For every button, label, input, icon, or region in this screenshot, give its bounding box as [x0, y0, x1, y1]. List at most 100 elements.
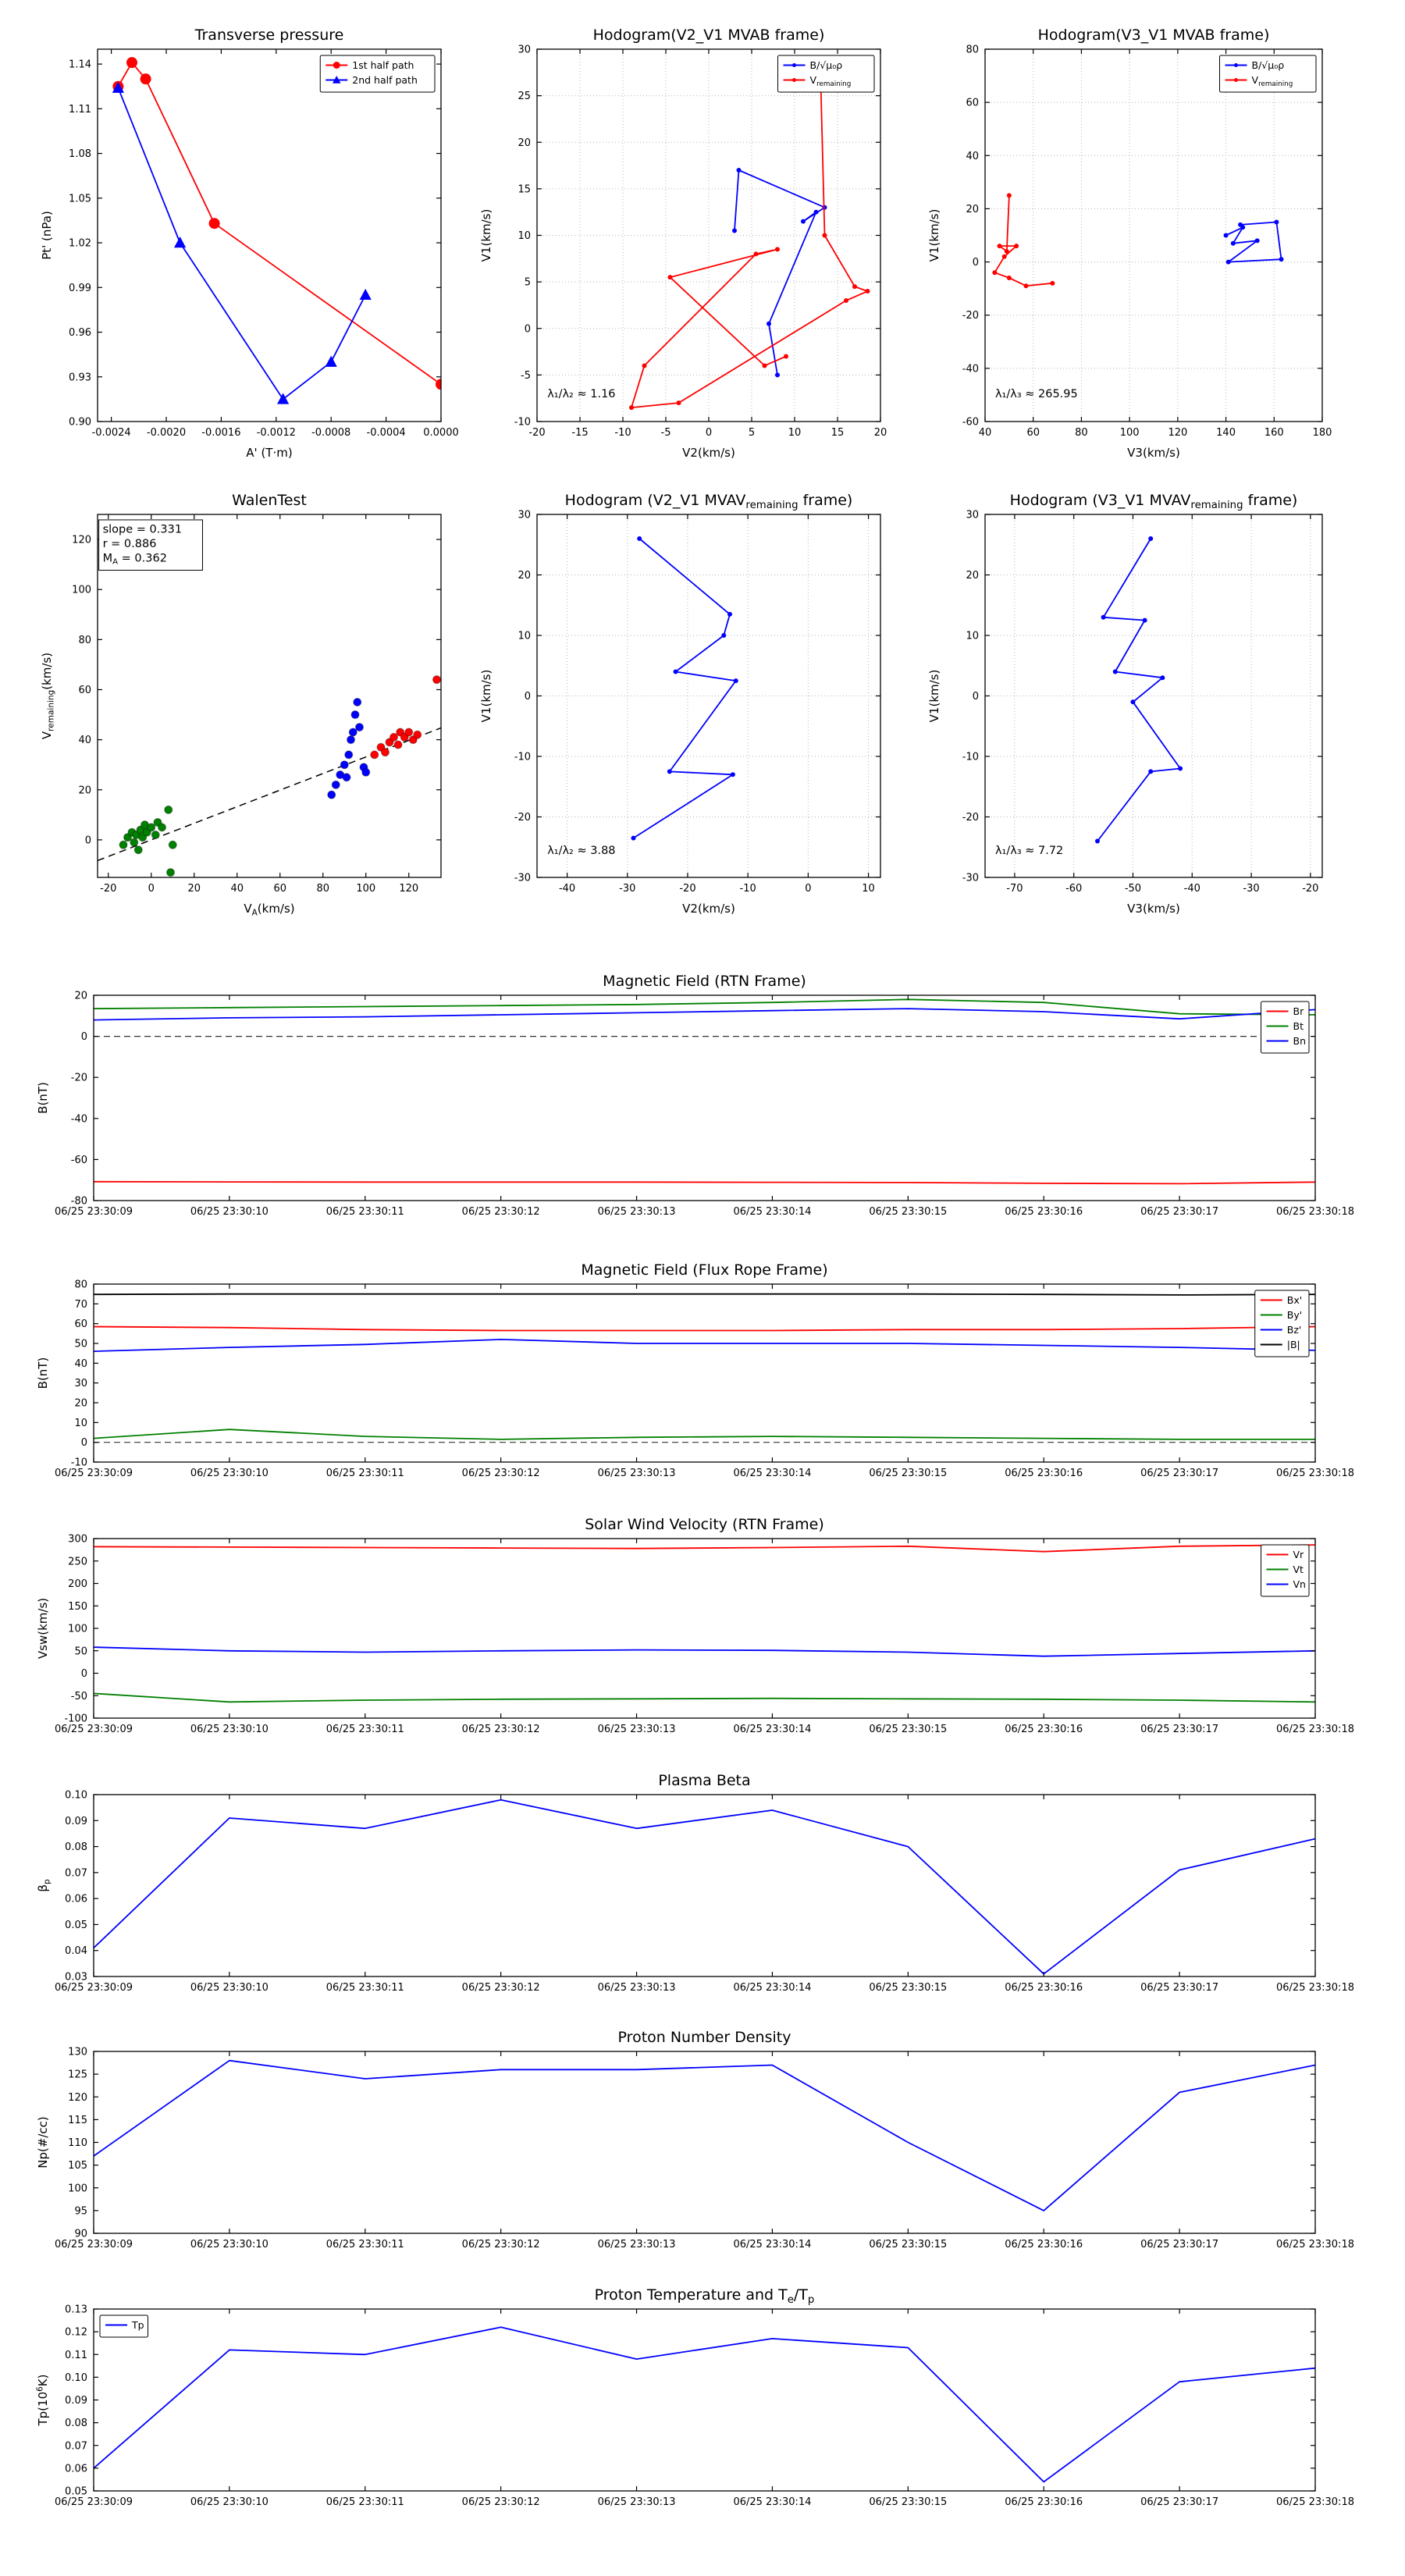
svg-text:0.10: 0.10 — [65, 1790, 87, 1802]
axes-frame — [97, 48, 442, 422]
svg-text:|B|: |B| — [1287, 1339, 1300, 1350]
svg-text:20: 20 — [187, 883, 201, 895]
svg-text:06/25 23:30:10: 06/25 23:30:10 — [190, 2496, 269, 2508]
svg-text:-60: -60 — [71, 1155, 87, 1166]
svg-text:100: 100 — [1120, 427, 1140, 439]
svg-text:-80: -80 — [71, 1196, 87, 1208]
annotation: λ₁/λ₂ ≈ 3.88 — [547, 845, 615, 857]
svg-text:0: 0 — [805, 883, 811, 895]
series-v-remaining — [629, 65, 870, 411]
chart-svg-mag-rtn: 06/25 23:30:09 06/25 23:30:10 06/25 23:30:… — [36, 973, 1354, 1218]
svg-text:-50: -50 — [1125, 883, 1141, 895]
svg-text:110: 110 — [68, 2137, 87, 2149]
x-axis-label: V2(km/s) — [682, 446, 735, 460]
svg-text:-0.0008: -0.0008 — [311, 427, 350, 439]
svg-text:0: 0 — [81, 1437, 87, 1449]
svg-text:06/25 23:30:11: 06/25 23:30:11 — [326, 2239, 404, 2250]
svg-text:06/25 23:30:17: 06/25 23:30:17 — [1140, 1982, 1218, 1994]
series-v-remaining-path — [1095, 536, 1183, 844]
svg-text:B/√μ₀ρ: B/√μ₀ρ — [810, 59, 843, 71]
svg-text:λ₁/λ₂ ≈ 1.16: λ₁/λ₂ ≈ 1.16 — [547, 388, 615, 400]
x-axis-label: V2(km/s) — [682, 902, 735, 916]
x-axis-label: V3(km/s) — [1127, 902, 1180, 916]
svg-text:0.93: 0.93 — [69, 372, 91, 383]
svg-text:06/25 23:30:15: 06/25 23:30:15 — [869, 2239, 947, 2250]
svg-text:20: 20 — [874, 427, 887, 439]
svg-text:06/25 23:30:12: 06/25 23:30:12 — [462, 1206, 540, 1218]
svg-text:25: 25 — [518, 91, 531, 102]
svg-text:0.96: 0.96 — [69, 327, 91, 339]
svg-text:20: 20 — [966, 570, 979, 582]
series-np — [94, 2059, 1315, 2211]
svg-text:-30: -30 — [619, 883, 635, 895]
svg-text:30: 30 — [518, 44, 531, 56]
series-last-interval-points — [370, 675, 441, 760]
svg-text:40: 40 — [979, 427, 992, 439]
svg-text:06/25 23:30:10: 06/25 23:30:10 — [190, 2239, 269, 2250]
svg-text:120: 120 — [72, 535, 91, 546]
y-axis-label: B(nT) — [36, 1357, 50, 1389]
svg-text:06/25 23:30:14: 06/25 23:30:14 — [733, 1206, 811, 1218]
svg-text:80: 80 — [966, 44, 979, 56]
axes-frame — [93, 1794, 1316, 1977]
svg-text:06/25 23:30:15: 06/25 23:30:15 — [869, 1468, 947, 1479]
svg-text:06/25 23:30:13: 06/25 23:30:13 — [598, 2239, 676, 2250]
svg-text:06/25 23:30:18: 06/25 23:30:18 — [1276, 1206, 1354, 1218]
svg-text:06/25 23:30:15: 06/25 23:30:15 — [869, 1206, 947, 1218]
svg-text:MA​ = 0.362: MA​ = 0.362 — [103, 552, 167, 566]
svg-text:06/25 23:30:16: 06/25 23:30:16 — [1005, 1468, 1083, 1479]
svg-text:-20: -20 — [679, 883, 695, 895]
svg-text:-10: -10 — [514, 752, 531, 763]
svg-text:06/25 23:30:15: 06/25 23:30:15 — [869, 1724, 947, 1735]
annotation: λ₁/λ₃ ≈ 7.72 — [995, 845, 1063, 857]
svg-text:40: 40 — [230, 883, 244, 895]
svg-text:0.11: 0.11 — [65, 2350, 87, 2361]
svg-text:40: 40 — [74, 1358, 87, 1370]
legend: Br Bt Bn — [1261, 1001, 1310, 1054]
svg-text:06/25 23:30:13: 06/25 23:30:13 — [598, 1724, 676, 1735]
y-axis-label: V1(km/s) — [927, 670, 941, 723]
series-bx — [94, 1325, 1315, 1332]
series-br — [94, 1180, 1315, 1185]
svg-text:80: 80 — [74, 1279, 87, 1291]
x-axis-label: A' (T·m) — [246, 446, 292, 460]
series-beta — [94, 1799, 1315, 1975]
svg-text:180: 180 — [1313, 427, 1332, 439]
svg-text:0.10: 0.10 — [65, 2372, 87, 2384]
svg-text:15: 15 — [518, 183, 531, 195]
svg-text:-30: -30 — [1243, 883, 1259, 895]
svg-text:λ₁/λ₃ ≈ 265.95: λ₁/λ₃ ≈ 265.95 — [995, 388, 1078, 400]
svg-text:0.99: 0.99 — [69, 283, 91, 294]
y-axis-label: V1(km/s) — [479, 209, 493, 262]
svg-text:20: 20 — [518, 137, 531, 149]
x-axis-label: V3(km/s) — [1127, 446, 1180, 460]
svg-text:06/25 23:30:10: 06/25 23:30:10 — [190, 1468, 269, 1479]
svg-text:-100: -100 — [64, 1713, 87, 1725]
svg-text:10: 10 — [518, 230, 531, 242]
axes-frame — [93, 2051, 1316, 2234]
legend: B/√μ₀ρ Vremaining​ — [777, 55, 875, 93]
svg-text:1.11: 1.11 — [69, 104, 91, 116]
svg-text:06/25 23:30:12: 06/25 23:30:12 — [462, 1724, 540, 1735]
svg-text:0.07: 0.07 — [65, 1867, 87, 1879]
svg-text:06/25 23:30:09: 06/25 23:30:09 — [55, 1724, 133, 1735]
chart-title: Hodogram (V3_V1 MVAVremaining​ frame) — [1010, 492, 1298, 511]
svg-text:06/25 23:30:09: 06/25 23:30:09 — [55, 1468, 133, 1479]
svg-text:06/25 23:30:18: 06/25 23:30:18 — [1276, 1468, 1354, 1479]
series-v-remaining-path — [631, 536, 738, 841]
svg-text:Bx': Bx' — [1287, 1294, 1302, 1306]
svg-text:1.08: 1.08 — [69, 148, 91, 160]
svg-text:0.09: 0.09 — [65, 1816, 87, 1827]
y-axis-label: βp​ — [36, 1879, 52, 1892]
y-axis-label: V1(km/s) — [927, 209, 941, 262]
y-axis-label: V1(km/s) — [479, 670, 493, 723]
svg-text:0.03: 0.03 — [65, 1972, 87, 1984]
svg-text:-20: -20 — [962, 310, 979, 322]
svg-text:06/25 23:30:09: 06/25 23:30:09 — [55, 2239, 133, 2250]
chart-title: Plasma Beta — [658, 1772, 750, 1789]
chart-magnetic-field-rtn: 06/25 23:30:09 06/25 23:30:10 06/25 23:30:… — [20, 962, 1362, 1246]
chart-svg-hodogram-v2v1-mvab: -20 -15 -10 -5 0 5 10 15 20 -10 -5 0 5 10 15 20 25 30 Hodo… — [479, 27, 887, 460]
svg-text:120: 120 — [1168, 427, 1187, 439]
svg-text:150: 150 — [68, 1601, 87, 1613]
axes-frame — [984, 48, 1323, 422]
